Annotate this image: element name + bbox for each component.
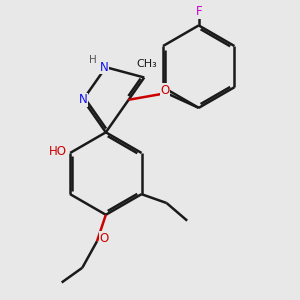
- Text: N: N: [79, 93, 87, 106]
- Text: F: F: [195, 5, 202, 18]
- Text: HO: HO: [49, 145, 67, 158]
- Text: O: O: [160, 84, 170, 97]
- Text: O: O: [100, 232, 109, 245]
- Text: CH₃: CH₃: [137, 59, 158, 69]
- Text: H: H: [89, 55, 97, 65]
- Text: N: N: [100, 61, 109, 74]
